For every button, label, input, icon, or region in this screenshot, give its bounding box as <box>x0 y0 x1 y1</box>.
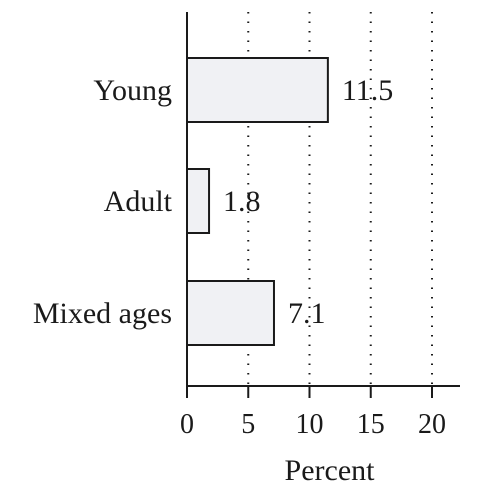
bar-adult <box>186 168 211 234</box>
x-tick-label-5: 5 <box>241 409 255 440</box>
value-label-mixed-ages: 7.1 <box>288 297 326 330</box>
x-axis-title: Percent <box>285 454 376 487</box>
bar-mixed-ages <box>186 280 275 346</box>
category-label-adult: Adult <box>104 185 173 218</box>
bar-young <box>186 57 329 123</box>
category-label-young: Young <box>93 74 172 107</box>
axes <box>186 12 460 387</box>
value-label-young: 11.5 <box>342 74 393 107</box>
value-label-adult: 1.8 <box>223 185 260 218</box>
x-axis-ticks: 0 5 10 15 20 <box>180 386 446 440</box>
labels: Young 11.5 Adult 1.8 Mixed ages 7.1 <box>33 74 393 330</box>
x-tick-label-20: 20 <box>418 409 446 440</box>
category-label-mixed-ages: Mixed ages <box>33 297 172 330</box>
bars <box>186 57 329 346</box>
x-tick-label-15: 15 <box>357 409 385 440</box>
x-tick-label-0: 0 <box>180 409 194 440</box>
x-tick-label-10: 10 <box>296 409 324 440</box>
